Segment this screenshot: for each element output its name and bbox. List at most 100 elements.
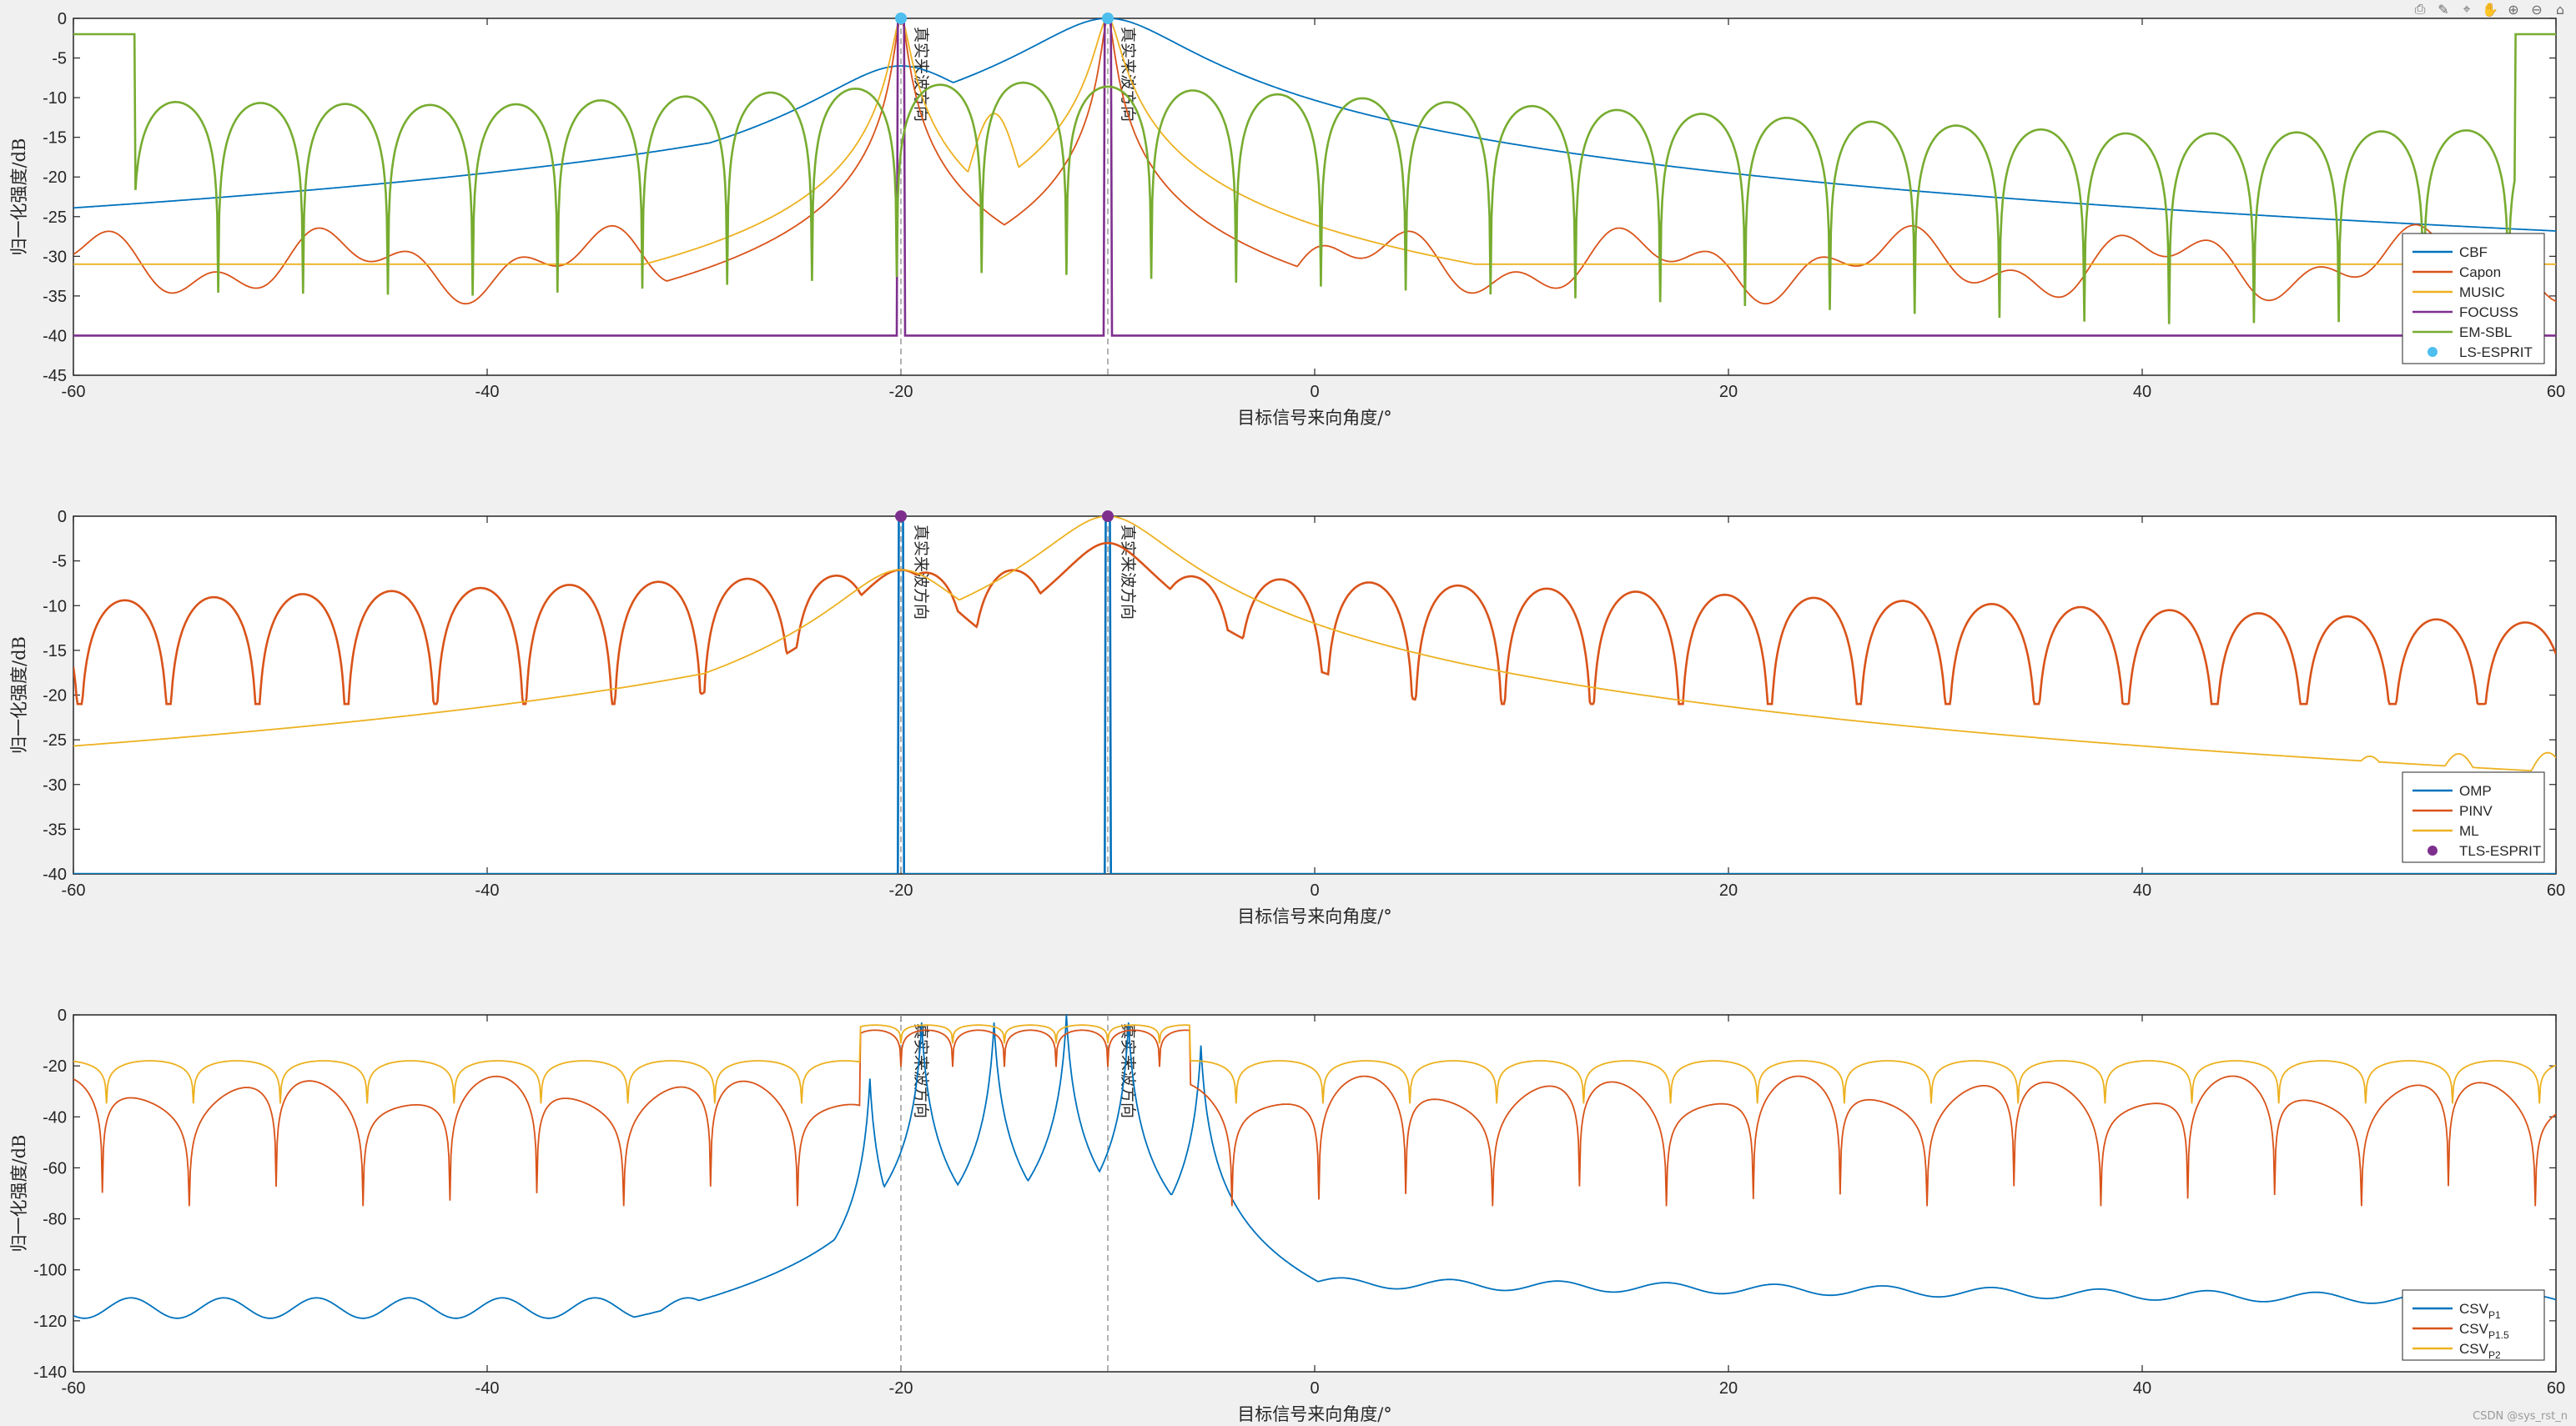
true-direction-annotation: 真实来波方向 [912,1023,930,1118]
series-line-csv-p2 [73,1024,2556,1104]
x-axis-label: 目标信号来向角度/° [1237,408,1392,428]
legend-box [2402,771,2545,863]
plot-area [73,1014,2557,1373]
datatip-icon[interactable]: ⌖ [2463,1,2471,17]
data-point-ls-esprit [1102,13,1114,24]
x-tick-label: -60 [62,1379,86,1398]
true-direction-annotation: 真实来波方向 [912,27,930,122]
x-tick-label: 20 [1719,1379,1738,1398]
x-tick-label: 40 [2133,383,2151,401]
data-point-ls-esprit [895,13,907,24]
legend-label: EM-SBL [2459,324,2512,340]
y-tick-label: -15 [43,642,67,660]
y-tick-label: -40 [43,1108,67,1127]
y-tick-label: -5 [52,553,67,571]
x-tick-label: -20 [889,1379,913,1398]
brush-icon[interactable]: ✎ [2438,1,2449,18]
chart-panel-3: -60 -40 -20 0 20 40 60 0 -20 -40 -60 -80 -100 -120 -14… [9,1007,2565,1424]
legend-label: MUSIC [2459,284,2505,300]
legend-label: PINV [2459,803,2493,819]
x-tick-label: 40 [2133,881,2151,900]
x-tick-label: 60 [2547,383,2565,401]
y-tick-label: -40 [43,866,67,884]
x-tick-label: 0 [1310,881,1319,900]
x-tick-label: -60 [62,881,86,900]
x-tick-label: -40 [475,881,500,900]
figure-toolbar: ⎙ ✎ ⌖ ✋ ⊕ ⊖ ⌂ [2411,0,2569,18]
series-line-cbf [73,18,2556,232]
x-tick-label: 60 [2547,881,2565,900]
y-axis-label: 归一化强度/dB [9,138,29,256]
legend-label: FOCUSS [2459,304,2518,320]
watermark: CSDN @sys_rst_n [2473,1410,2568,1423]
x-tick-label: -60 [62,383,86,401]
x-tick-label: 40 [2133,1379,2151,1398]
x-tick-label: -20 [889,383,913,401]
y-tick-label: 0 [58,1007,67,1025]
series-line-csv-p1 [73,1015,2556,1319]
y-tick-label: -30 [43,248,67,266]
legend-label: Capon [2459,264,2501,280]
legend-marker [2428,347,2438,357]
x-tick-label: -20 [889,881,913,900]
y-tick-label: -45 [43,367,67,385]
export-icon[interactable]: ⎙ [2414,1,2426,17]
y-tick-label: -10 [43,89,67,108]
y-axis-label: 归一化强度/dB [9,1135,29,1253]
y-tick-label: -25 [43,208,67,227]
y-tick-label: -100 [33,1262,67,1280]
y-tick-label: -140 [33,1363,67,1382]
y-tick-label: -60 [43,1159,67,1177]
series-line-focuss [73,18,2556,337]
y-tick-label: -20 [43,687,67,705]
legend: CBF Capon MUSIC FOCUSS EM-SBL LS-ESPRIT [2402,233,2545,364]
home-icon[interactable]: ⌂ [2555,1,2565,18]
chart-panel-2: -60 -40 -20 0 20 40 600-5-10-15-20-25-30-35-40… [9,508,2565,926]
plot-area [73,18,2557,376]
y-axis-label: 归一化强度/dB [9,636,29,754]
pan-icon[interactable]: ✋ [2482,1,2498,18]
y-tick-label: -15 [43,129,67,148]
series-line-csv-p1-5 [73,1029,2556,1207]
series-line-ml [73,516,2556,772]
x-tick-label: 20 [1719,383,1738,401]
data-point-tls-esprit [895,510,907,522]
legend-label: ML [2459,823,2479,839]
series-line-em-sbl [73,33,2556,324]
zoom-out-icon[interactable]: ⊖ [2531,1,2543,18]
y-tick-label: -25 [43,731,67,750]
y-tick-label: -80 [43,1211,67,1229]
x-tick-label: 0 [1310,383,1319,401]
series-line-capon [73,18,2556,305]
y-tick-label: -30 [43,776,67,795]
legend-label: LS-ESPRIT [2459,344,2533,360]
data-point-tls-esprit [1102,510,1114,522]
x-tick-label: 60 [2547,1379,2565,1398]
legend-label: CBF [2459,244,2488,260]
y-tick-label: 0 [58,508,67,526]
x-axis-label: 目标信号来向角度/° [1237,1404,1392,1424]
legend-label: OMP [2459,783,2492,799]
y-tick-label: -20 [43,1057,67,1076]
y-tick-label: -35 [43,821,67,839]
chart-panel-1: -60 -40 -20 0 20 40 60 0 -5 -10 -15 -20 -25 -30 -35 -40… [9,10,2565,428]
true-direction-annotation: 真实来波方向 [1119,1023,1137,1118]
legend-box [2402,233,2545,364]
series-line-music [73,18,2556,265]
y-tick-label: -40 [43,327,67,345]
y-tick-label: -120 [33,1313,67,1331]
y-tick-label: -35 [43,288,67,306]
x-tick-label: -40 [475,383,500,401]
x-tick-label: -40 [475,1379,500,1398]
zoom-in-icon[interactable]: ⊕ [2508,1,2519,18]
series-line-pinv [73,541,2556,705]
y-tick-label: 0 [58,10,67,28]
x-tick-label: 20 [1719,881,1738,900]
y-tick-label: -20 [43,168,67,187]
y-tick-label: -10 [43,597,67,615]
y-tick-label: -5 [52,50,67,68]
x-axis-label: 目标信号来向角度/° [1237,906,1392,926]
plot-area [73,515,2557,875]
